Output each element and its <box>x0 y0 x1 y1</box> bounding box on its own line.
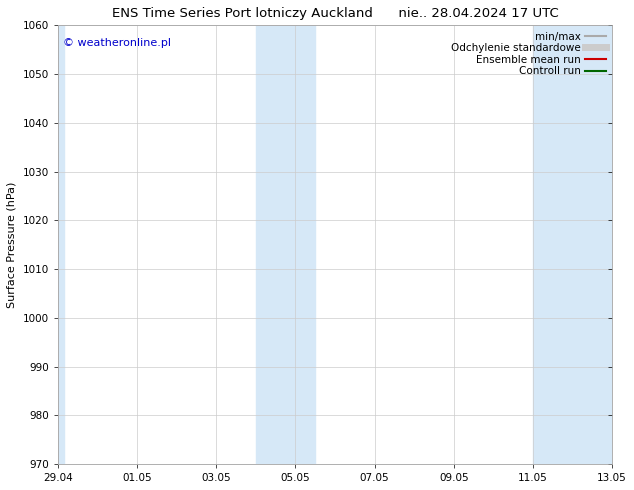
Text: © weatheronline.pl: © weatheronline.pl <box>63 38 171 49</box>
Title: ENS Time Series Port lotniczy Auckland      nie.. 28.04.2024 17 UTC: ENS Time Series Port lotniczy Auckland n… <box>112 7 559 20</box>
Bar <box>533 25 612 464</box>
Legend: min/max, Odchylenie standardowe, Ensemble mean run, Controll run: min/max, Odchylenie standardowe, Ensembl… <box>447 27 610 80</box>
Y-axis label: Surface Pressure (hPa): Surface Pressure (hPa) <box>7 181 17 308</box>
Bar <box>58 25 64 464</box>
Bar <box>256 25 315 464</box>
